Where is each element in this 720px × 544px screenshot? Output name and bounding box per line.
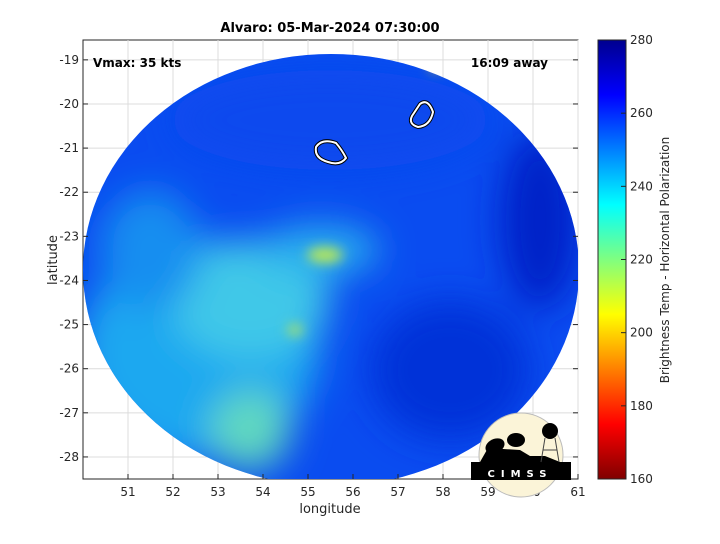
x-tick-label: 52 (165, 485, 180, 499)
colorbar-tick-label: 160 (630, 472, 653, 486)
x-tick-label: 56 (345, 485, 360, 499)
contours (313, 100, 436, 166)
vmax-annotation: Vmax: 35 kts (93, 56, 181, 70)
y-tick-label: -22 (59, 185, 79, 199)
colorbar-tick-label: 240 (630, 179, 653, 193)
x-tick-label: 59 (480, 485, 495, 499)
y-tick-label: -23 (59, 229, 79, 243)
y-axis-label: latitude (46, 235, 61, 285)
x-tick-label: 58 (435, 485, 450, 499)
y-tick-label: -26 (59, 362, 79, 376)
colorbar-tick-label: 200 (630, 326, 653, 340)
x-tick-label: 55 (300, 485, 315, 499)
x-tick-label: 51 (120, 485, 135, 499)
x-tick-label: 57 (390, 485, 405, 499)
y-tick-label: -27 (59, 406, 79, 420)
y-tick-label: -25 (59, 318, 79, 332)
colorbar-ticks: 160 180 200 220 240 260 280 (621, 33, 653, 486)
logo-text: CIMSS (488, 469, 553, 480)
colorbar-tick-label: 180 (630, 399, 653, 413)
cimss-logo: CIMSS (471, 412, 571, 498)
colorbar-tick-label: 220 (630, 253, 653, 267)
y-tick-label: -20 (59, 97, 79, 111)
colorbar-tick-label: 280 (630, 33, 653, 47)
y-tick-label: -28 (59, 450, 79, 464)
y-tick-label: -24 (59, 273, 79, 287)
x-axis-label: longitude (299, 502, 360, 517)
y-tick-label: -21 (59, 141, 79, 155)
chart-title: Alvaro: 05-Mar-2024 07:30:00 (220, 21, 439, 36)
brightness-temp-image (83, 54, 578, 479)
colorbar-label: Brightness Temp - Horizontal Polarizatio… (658, 137, 672, 384)
x-tick-label: 53 (210, 485, 225, 499)
colorbar-tick-label: 260 (630, 106, 653, 120)
x-tick-label: 54 (255, 485, 270, 499)
time-away-annotation: 16:09 away (471, 56, 548, 70)
x-tick-label: 61 (570, 485, 585, 499)
y-tick-label: -19 (59, 53, 79, 67)
